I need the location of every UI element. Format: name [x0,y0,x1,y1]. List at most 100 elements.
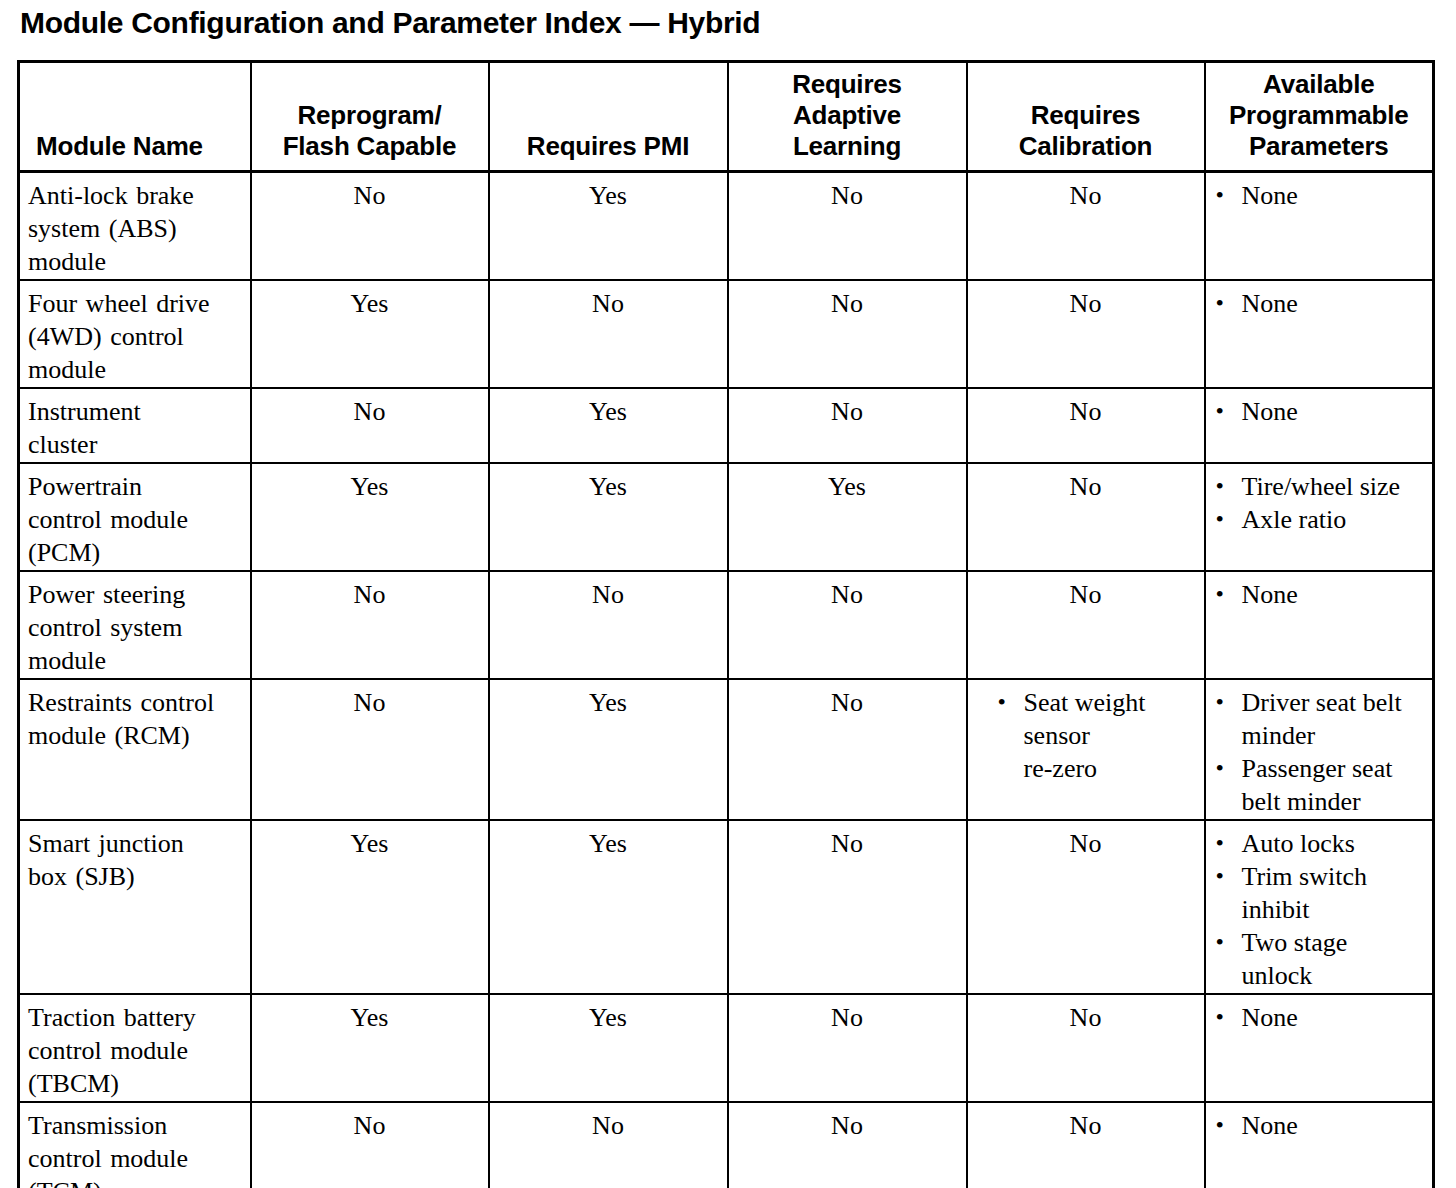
cell-parameters: •Tire/wheel size •Axle ratio [1205,463,1434,571]
table-row: Restraints control module (RCM) No Yes N… [19,679,1434,820]
cell-reprogram: Yes [251,280,489,388]
cell-reprogram: No [251,1102,489,1188]
bullet-icon: • [1214,1001,1242,1034]
table-row: Traction battery control module (TBCM) Y… [19,994,1434,1102]
list-item: •None [1214,395,1431,428]
parameter-list: •None [1214,395,1431,428]
cell-module-name: Anti-lock brake system (ABS) module [19,172,251,281]
table-row: Smart junction box (SJB) Yes Yes No No •… [19,820,1434,994]
parameter-list: •None [1214,179,1431,212]
cell-parameters: •Driver seat belt minder •Passenger seat… [1205,679,1434,820]
cell-calibration: No [967,463,1205,571]
list-item: •None [1214,578,1431,611]
cell-reprogram: Yes [251,463,489,571]
cell-parameters: •None [1205,172,1434,281]
column-header-requires-adaptive-learning: Requires Adaptive Learning [728,62,967,172]
cell-reprogram: Yes [251,820,489,994]
bullet-icon: • [996,686,1024,719]
table-row: Power steering control system module No … [19,571,1434,679]
cell-reprogram: No [251,679,489,820]
cell-adaptive-learning: No [728,1102,967,1188]
list-item: •None [1214,1109,1431,1142]
bullet-icon: • [1214,686,1242,719]
cell-module-name: Instrument cluster [19,388,251,463]
cell-calibration: No [967,994,1205,1102]
cell-module-name: Traction battery control module (TBCM) [19,994,251,1102]
table-row: Four wheel drive (4WD) control module Ye… [19,280,1434,388]
cell-calibration: No [967,820,1205,994]
bullet-icon: • [1214,926,1242,959]
bullet-icon: • [1214,503,1242,536]
cell-adaptive-learning: Yes [728,463,967,571]
cell-calibration: •Seat weight sensor re-zero [967,679,1205,820]
cell-adaptive-learning: No [728,280,967,388]
list-item: •Trim switch inhibit [1214,860,1431,926]
list-item: •Passenger seat belt minder [1214,752,1431,818]
cell-calibration: No [967,571,1205,679]
cell-calibration: No [967,172,1205,281]
list-item: •None [1214,287,1431,320]
cell-adaptive-learning: No [728,994,967,1102]
column-header-module-name: Module Name [19,62,251,172]
cell-requires-pmi: Yes [489,463,728,571]
parameter-list: •Driver seat belt minder •Passenger seat… [1214,686,1431,818]
cell-module-name: Four wheel drive (4WD) control module [19,280,251,388]
bullet-icon: • [1214,287,1242,320]
cell-adaptive-learning: No [728,172,967,281]
list-item: •Driver seat belt minder [1214,686,1431,752]
cell-adaptive-learning: No [728,679,967,820]
cell-calibration: No [967,388,1205,463]
list-item: •None [1214,1001,1431,1034]
cell-requires-pmi: Yes [489,994,728,1102]
cell-reprogram: No [251,388,489,463]
cell-calibration: No [967,1102,1205,1188]
cell-adaptive-learning: No [728,820,967,994]
table-row: Powertrain control module (PCM) Yes Yes … [19,463,1434,571]
list-item: •Two stage unlock [1214,926,1431,992]
parameter-list: •None [1214,1001,1431,1034]
cell-requires-pmi: No [489,1102,728,1188]
cell-parameters: •None [1205,994,1434,1102]
cell-parameters: •None [1205,571,1434,679]
parameter-list: •None [1214,1109,1431,1142]
column-header-requires-pmi: Requires PMI [489,62,728,172]
cell-module-name: Restraints control module (RCM) [19,679,251,820]
bullet-icon: • [1214,395,1242,428]
parameter-list: •None [1214,287,1431,320]
bullet-icon: • [1214,827,1242,860]
cell-adaptive-learning: No [728,571,967,679]
list-item: •Auto locks [1214,827,1431,860]
cell-parameters: •Auto locks •Trim switch inhibit •Two st… [1205,820,1434,994]
calibration-list: •Seat weight sensor re-zero [996,686,1202,785]
module-configuration-table: Module Name Reprogram/ Flash Capable Req… [17,60,1435,1188]
cell-parameters: •None [1205,1102,1434,1188]
bullet-icon: • [1214,179,1242,212]
cell-requires-pmi: Yes [489,679,728,820]
list-item: •Seat weight sensor re-zero [996,686,1202,785]
cell-module-name: Powertrain control module (PCM) [19,463,251,571]
cell-module-name: Smart junction box (SJB) [19,820,251,994]
parameter-list: •Tire/wheel size •Axle ratio [1214,470,1431,536]
cell-module-name: Transmission control module (TCM) [19,1102,251,1188]
cell-reprogram: No [251,571,489,679]
list-item: •None [1214,179,1431,212]
cell-requires-pmi: No [489,571,728,679]
cell-parameters: •None [1205,280,1434,388]
cell-module-name: Power steering control system module [19,571,251,679]
cell-reprogram: No [251,172,489,281]
bullet-icon: • [1214,860,1242,893]
table-header-row: Module Name Reprogram/ Flash Capable Req… [19,62,1434,172]
document-page: Module Configuration and Parameter Index… [0,0,1456,1188]
table-row: Anti-lock brake system (ABS) module No Y… [19,172,1434,281]
bullet-icon: • [1214,578,1242,611]
bullet-icon: • [1214,752,1242,785]
cell-calibration: No [967,280,1205,388]
parameter-list: •Auto locks •Trim switch inhibit •Two st… [1214,827,1431,992]
cell-requires-pmi: No [489,280,728,388]
cell-reprogram: Yes [251,994,489,1102]
column-header-available-programmable-parameters: Available Programmable Parameters [1205,62,1434,172]
cell-requires-pmi: Yes [489,388,728,463]
cell-requires-pmi: Yes [489,172,728,281]
column-header-reprogram-flash-capable: Reprogram/ Flash Capable [251,62,489,172]
list-item: •Axle ratio [1214,503,1431,536]
